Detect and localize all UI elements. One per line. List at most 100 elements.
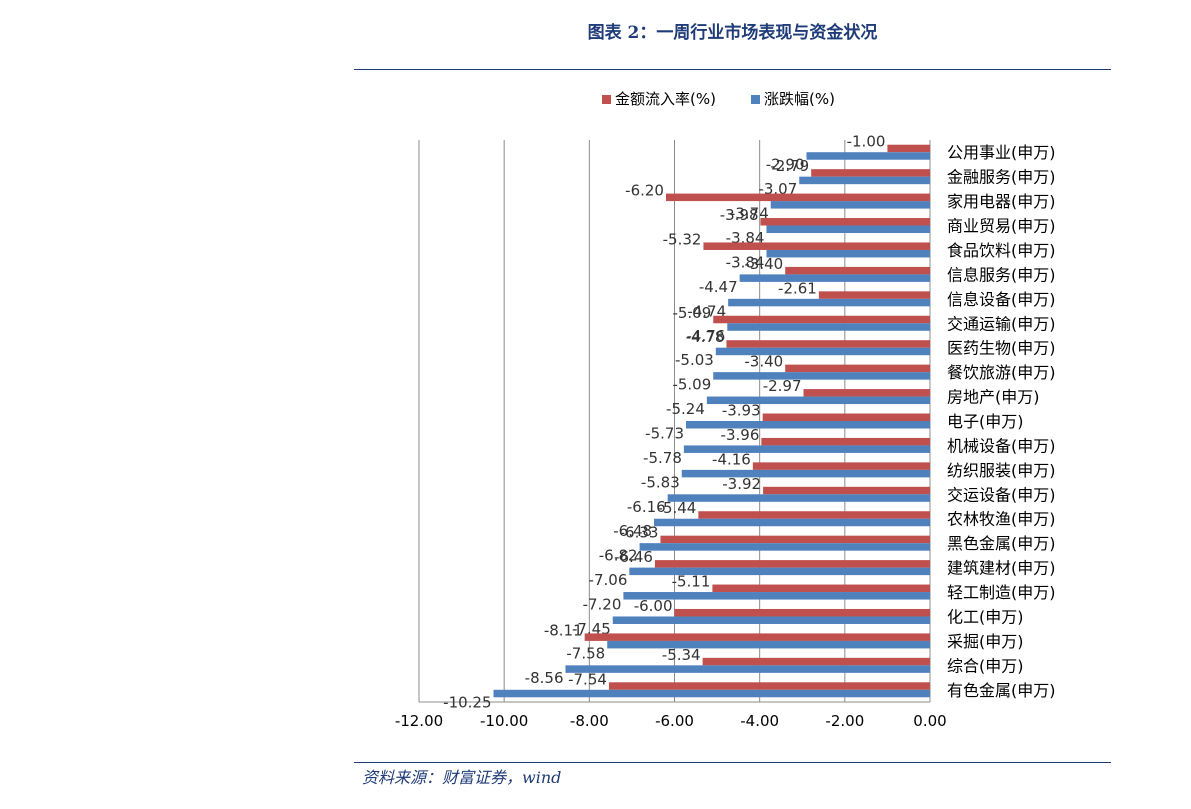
category-label: 金融服务(申万) — [947, 168, 1056, 187]
data-label-change-pct: -5.83 — [641, 473, 680, 491]
bar-change-pct — [654, 518, 930, 527]
bar-change-pct — [629, 567, 930, 576]
data-label-flow-rate: -1.00 — [847, 133, 886, 151]
bar-flow-rate — [760, 218, 930, 226]
data-label-flow-rate: -7.54 — [568, 670, 607, 688]
bar-flow-rate — [887, 144, 930, 153]
data-label-change-pct: -6.82 — [599, 547, 638, 565]
bar-change-pct — [799, 176, 930, 185]
data-label-change-pct: -7.20 — [583, 596, 622, 614]
data-label-change-pct: -7.06 — [589, 571, 628, 589]
x-tick-label: -10.00 — [480, 712, 528, 730]
bar-change-pct — [493, 689, 930, 698]
bar-change-pct — [681, 469, 930, 478]
bar-flow-rate — [584, 633, 930, 641]
bar-flow-rate — [712, 584, 930, 593]
bar-change-pct — [639, 543, 930, 551]
bar-flow-rate — [702, 657, 930, 666]
bar-change-pct — [607, 640, 930, 649]
data-label-flow-rate: -2.97 — [763, 377, 802, 395]
category-label: 公用事业(申万) — [947, 143, 1056, 162]
bar-flow-rate — [698, 511, 930, 519]
bar-flow-rate — [665, 193, 930, 202]
data-label-flow-rate: -2.79 — [770, 157, 809, 175]
category-label: 家用电器(申万) — [947, 192, 1056, 211]
data-label-flow-rate: -6.00 — [634, 597, 673, 615]
data-label-change-pct: -5.03 — [675, 351, 714, 369]
category-label: 采掘(申万) — [947, 632, 1024, 651]
data-label-change-pct: -3.84 — [726, 253, 765, 271]
bar-flow-rate — [654, 560, 930, 568]
data-label-flow-rate: -6.20 — [625, 182, 664, 200]
bar-flow-rate — [703, 242, 930, 250]
data-label-flow-rate: -6.33 — [620, 524, 659, 542]
bar-flow-rate — [713, 315, 930, 324]
legend-label-0: 金额流入率(%) — [615, 90, 716, 108]
data-label-flow-rate: -3.96 — [721, 426, 760, 444]
data-label-flow-rate: -5.32 — [663, 230, 702, 248]
category-label: 建筑建材(申万) — [947, 559, 1056, 578]
data-label-flow-rate: -3.92 — [722, 475, 761, 493]
bar-flow-rate — [752, 462, 930, 470]
category-label: 信息服务(申万) — [947, 265, 1056, 284]
x-tick-label: -2.00 — [825, 712, 864, 730]
figure-title: 图表 2：一周行业市场表现与资金状况 — [587, 23, 878, 43]
category-label: 电子(申万) — [947, 412, 1024, 431]
bar-flow-rate — [674, 608, 930, 617]
category-label: 信息设备(申万) — [947, 290, 1056, 309]
bar-change-pct — [739, 274, 930, 282]
bar-change-pct — [728, 298, 930, 307]
data-label-flow-rate: -4.78 — [686, 328, 725, 346]
data-label-flow-rate: -5.09 — [672, 304, 711, 322]
data-label-change-pct: -5.24 — [666, 400, 705, 418]
data-label-flow-rate: -5.11 — [672, 573, 711, 591]
category-label: 纺织服装(申万) — [947, 461, 1056, 480]
data-label-flow-rate: -3.40 — [744, 255, 783, 273]
data-label-change-pct: -4.76 — [686, 327, 725, 345]
source-note: 资料来源：财富证券，wind — [362, 768, 562, 787]
bar-flow-rate — [811, 169, 930, 177]
bar-change-pct — [727, 323, 930, 331]
x-tick-label: -8.00 — [570, 712, 609, 730]
bar-change-pct — [713, 372, 930, 380]
bar-chart: -12.00 -10.00 -8.00 -6.00 -4.00 -2.00 0.00 金额流入… — [395, 90, 1056, 730]
bar-flow-rate — [785, 364, 930, 373]
data-label-flow-rate: -6.46 — [614, 548, 653, 566]
data-label-flow-rate: -8.11 — [544, 621, 583, 639]
data-label-change-pct: -6.48 — [613, 522, 652, 540]
bar-change-pct — [706, 396, 930, 405]
data-label-change-pct: -4.47 — [699, 278, 738, 296]
x-tick-label: 0.00 — [913, 712, 946, 730]
category-label: 商业贸易(申万) — [947, 217, 1056, 236]
bar-change-pct — [683, 445, 930, 453]
bar-change-pct — [612, 616, 930, 624]
data-label-flow-rate: -4.16 — [712, 450, 751, 468]
category-label: 轻工制造(申万) — [947, 583, 1056, 602]
top-rule — [354, 69, 1111, 70]
bar-flow-rate — [608, 682, 930, 690]
bar-flow-rate — [763, 486, 930, 495]
bar-change-pct — [766, 249, 930, 258]
x-tick-label: -4.00 — [740, 712, 779, 730]
bar-change-pct — [806, 152, 930, 160]
bottom-rule — [354, 762, 1111, 763]
category-label: 农林牧渔(申万) — [947, 510, 1056, 529]
category-label: 机械设备(申万) — [947, 436, 1056, 455]
bar-flow-rate — [785, 266, 930, 275]
category-label: 化工(申万) — [947, 607, 1024, 626]
x-tick-label: -6.00 — [655, 712, 694, 730]
data-label-change-pct: -5.73 — [645, 425, 684, 443]
x-tick-label: -12.00 — [395, 712, 443, 730]
bar-change-pct — [715, 347, 930, 356]
data-label-flow-rate: -3.93 — [722, 402, 761, 420]
bar-flow-rate — [660, 535, 930, 544]
legend-label-1: 涨跌幅(%) — [764, 90, 835, 108]
data-label-flow-rate: -2.61 — [778, 279, 817, 297]
category-label: 综合(申万) — [947, 656, 1024, 675]
legend-swatch-1 — [751, 95, 760, 104]
category-label: 交通运输(申万) — [947, 314, 1056, 333]
bar-flow-rate — [803, 389, 930, 397]
bar-flow-rate — [762, 413, 930, 421]
bar-flow-rate — [818, 291, 930, 299]
data-label-flow-rate: -3.98 — [720, 206, 759, 224]
